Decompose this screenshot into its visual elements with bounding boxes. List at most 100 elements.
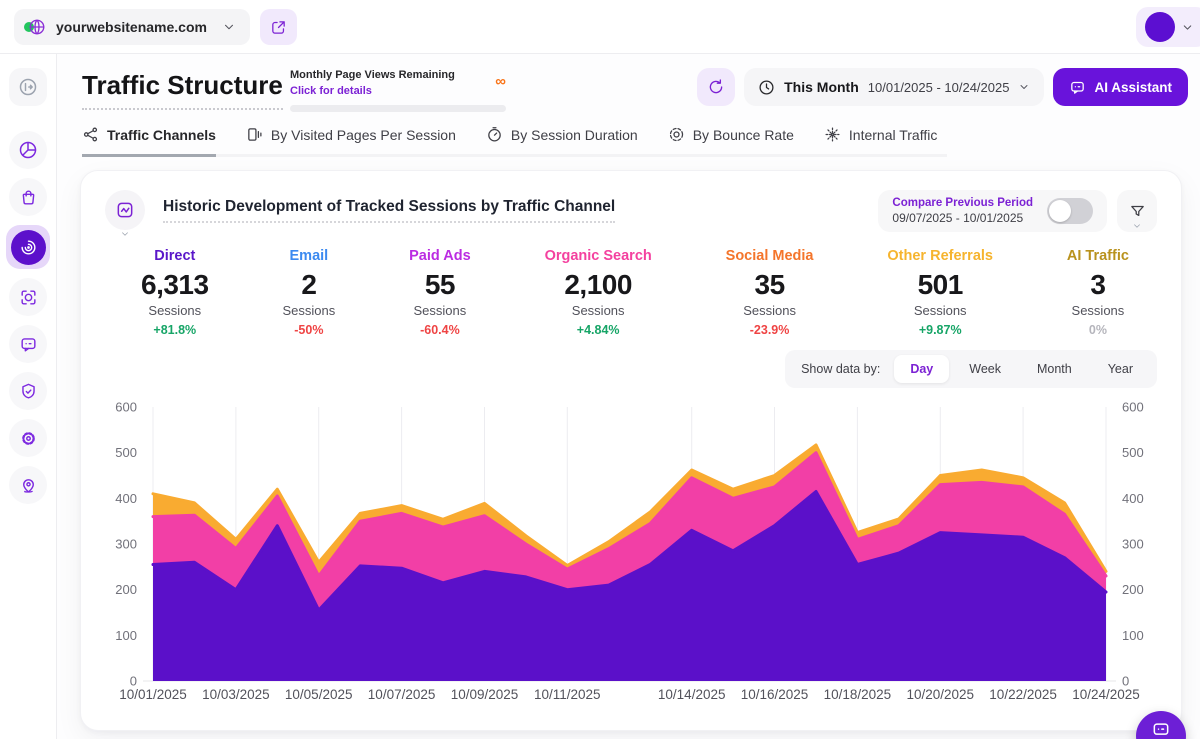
external-link-icon <box>272 20 285 34</box>
channel-change: +9.87% <box>918 323 962 337</box>
svg-text:100: 100 <box>115 628 137 643</box>
channel-name: Paid Ads <box>409 248 471 264</box>
channel-change: 0% <box>1088 323 1107 337</box>
show-data-by-switcher: Show data by: Day Week Month Year <box>785 350 1157 388</box>
tab-session-duration[interactable]: By Session Duration <box>486 126 638 157</box>
chat-icon <box>1153 723 1169 735</box>
website-globe-icon <box>24 17 46 37</box>
granularity-year[interactable]: Year <box>1107 362 1133 376</box>
granularity-month[interactable]: Month <box>1036 362 1072 376</box>
location-pin-icon <box>22 478 34 493</box>
open-website-button[interactable] <box>260 9 297 45</box>
granularity-day[interactable]: Day <box>894 355 950 383</box>
sidebar-item-traffic[interactable] <box>6 225 50 269</box>
sidebar <box>0 54 57 739</box>
network-icon <box>83 127 98 142</box>
channel-unit: Sessions <box>571 303 625 318</box>
channel-stat-paid-ads[interactable]: Paid Ads 55 Sessions -60.4% <box>409 248 471 337</box>
page-title: Traffic Structure <box>82 70 283 110</box>
sidebar-item-security[interactable] <box>9 372 47 410</box>
channel-change: +81.8% <box>153 323 197 337</box>
svg-text:10/11/2025: 10/11/2025 <box>534 687 601 702</box>
website-name: yourwebsitename.com <box>56 19 207 35</box>
svg-text:10/05/2025: 10/05/2025 <box>285 687 353 702</box>
traffic-radar-icon <box>20 239 36 255</box>
sidebar-item-goals[interactable] <box>9 278 47 316</box>
sidebar-item-settings[interactable] <box>9 419 47 457</box>
channel-name: Other Referrals <box>887 248 993 264</box>
channel-change: -60.4% <box>420 323 460 337</box>
channel-stat-other-referrals[interactable]: Other Referrals 501 Sessions +9.87% <box>887 248 993 337</box>
granularity-week[interactable]: Week <box>969 362 1001 376</box>
traffic-channels-card: Historic Development of Tracked Sessions… <box>80 170 1182 731</box>
sessions-area-chart: 0 0 100 100 200 200 300 300 400 400 500 500 600 600 10… <box>105 396 1157 703</box>
filter-button[interactable] <box>1117 190 1157 232</box>
quota-details-link[interactable]: Click for details <box>290 85 372 97</box>
tab-traffic-channels[interactable]: Traffic Channels <box>82 126 216 157</box>
tab-bounce-rate[interactable]: By Bounce Rate <box>668 126 794 157</box>
channel-change: +4.84% <box>576 323 620 337</box>
svg-text:400: 400 <box>115 491 137 506</box>
tab-label: By Bounce Rate <box>692 126 794 143</box>
quota-progress-bar <box>290 105 506 112</box>
channel-stat-ai-traffic[interactable]: AI Traffic 3 Sessions 0% <box>1067 248 1129 337</box>
show-data-by-label: Show data by: <box>801 362 881 376</box>
website-selector[interactable]: yourwebsitename.com <box>14 9 250 45</box>
sidebar-item-dashboard[interactable] <box>9 131 47 169</box>
channel-value: 6,313 <box>141 269 209 300</box>
quota-label: Monthly Page Views Remaining <box>290 69 455 81</box>
sidebar-collapse-button[interactable] <box>9 68 47 106</box>
compare-toggle[interactable] <box>1047 198 1093 224</box>
svg-text:0: 0 <box>130 674 137 689</box>
compare-range: 09/07/2025 - 10/01/2025 <box>892 211 1024 225</box>
stacked-area-chart-svg: 0 0 100 100 200 200 300 300 400 400 500 500 600 600 10… <box>115 400 1144 703</box>
sidebar-item-feedback[interactable] <box>9 325 47 363</box>
svg-text:100: 100 <box>1122 628 1144 643</box>
channel-value: 501 <box>917 269 964 300</box>
channel-stat-email[interactable]: Email 2 Sessions -50% <box>282 248 335 337</box>
pageviews-quota: Monthly Page Views Remaining ∞ Click for… <box>290 69 506 112</box>
tab-internal-traffic[interactable]: Internal Traffic <box>824 126 937 157</box>
chevron-down-icon <box>224 24 234 30</box>
svg-text:600: 600 <box>1122 400 1144 415</box>
channel-stat-social-media[interactable]: Social Media 35 Sessions -23.9% <box>726 248 814 337</box>
line-chart-icon <box>117 202 133 218</box>
filter-funnel-icon <box>1130 205 1144 216</box>
channel-value: 35 <box>754 269 786 300</box>
sidebar-item-store[interactable] <box>9 178 47 216</box>
svg-text:200: 200 <box>115 582 137 597</box>
sidebar-item-location[interactable] <box>9 466 47 504</box>
channel-name: AI Traffic <box>1066 248 1129 264</box>
stopwatch-icon <box>488 127 501 142</box>
chart-type-button[interactable] <box>105 190 145 236</box>
bounce-target-icon <box>669 127 683 142</box>
channel-stat-direct[interactable]: Direct 6,313 Sessions +81.8% <box>141 248 209 337</box>
clock-icon <box>759 79 774 95</box>
channel-value: 55 <box>424 269 456 300</box>
channel-stat-organic-search[interactable]: Organic Search 2,100 Sessions +4.84% <box>545 248 652 337</box>
period-label: This Month <box>784 79 859 95</box>
toggle-knob <box>1049 200 1071 222</box>
internal-dots-icon <box>825 127 840 142</box>
account-menu[interactable] <box>1136 7 1200 47</box>
tab-label: Internal Traffic <box>848 126 938 143</box>
status-dot <box>24 22 34 32</box>
pages-icon <box>248 128 262 141</box>
ai-assistant-button[interactable]: AI Assistant <box>1053 68 1188 106</box>
channel-change: -50% <box>294 323 324 337</box>
channel-unit: Sessions <box>413 303 467 318</box>
period-range: 10/01/2025 - 10/24/2025 <box>867 79 1010 95</box>
channel-change: -23.9% <box>749 323 790 337</box>
refresh-button[interactable] <box>697 68 736 106</box>
tab-visited-pages[interactable]: By Visited Pages Per Session <box>246 126 456 157</box>
date-range-selector[interactable]: This Month 10/01/2025 - 10/24/2025 <box>744 68 1045 106</box>
channel-unit: Sessions <box>1071 303 1125 318</box>
header-actions: This Month 10/01/2025 - 10/24/2025 AI As… <box>697 68 1188 106</box>
svg-text:10/22/2025: 10/22/2025 <box>989 687 1057 702</box>
channel-stats-row: Direct 6,313 Sessions +81.8% Email 2 Ses… <box>105 248 1157 337</box>
svg-text:10/01/2025: 10/01/2025 <box>119 687 187 702</box>
security-shield-icon <box>21 383 35 399</box>
goals-target-icon <box>20 289 36 305</box>
feedback-chat-icon <box>20 337 36 352</box>
infinity-value: ∞ <box>495 73 506 90</box>
